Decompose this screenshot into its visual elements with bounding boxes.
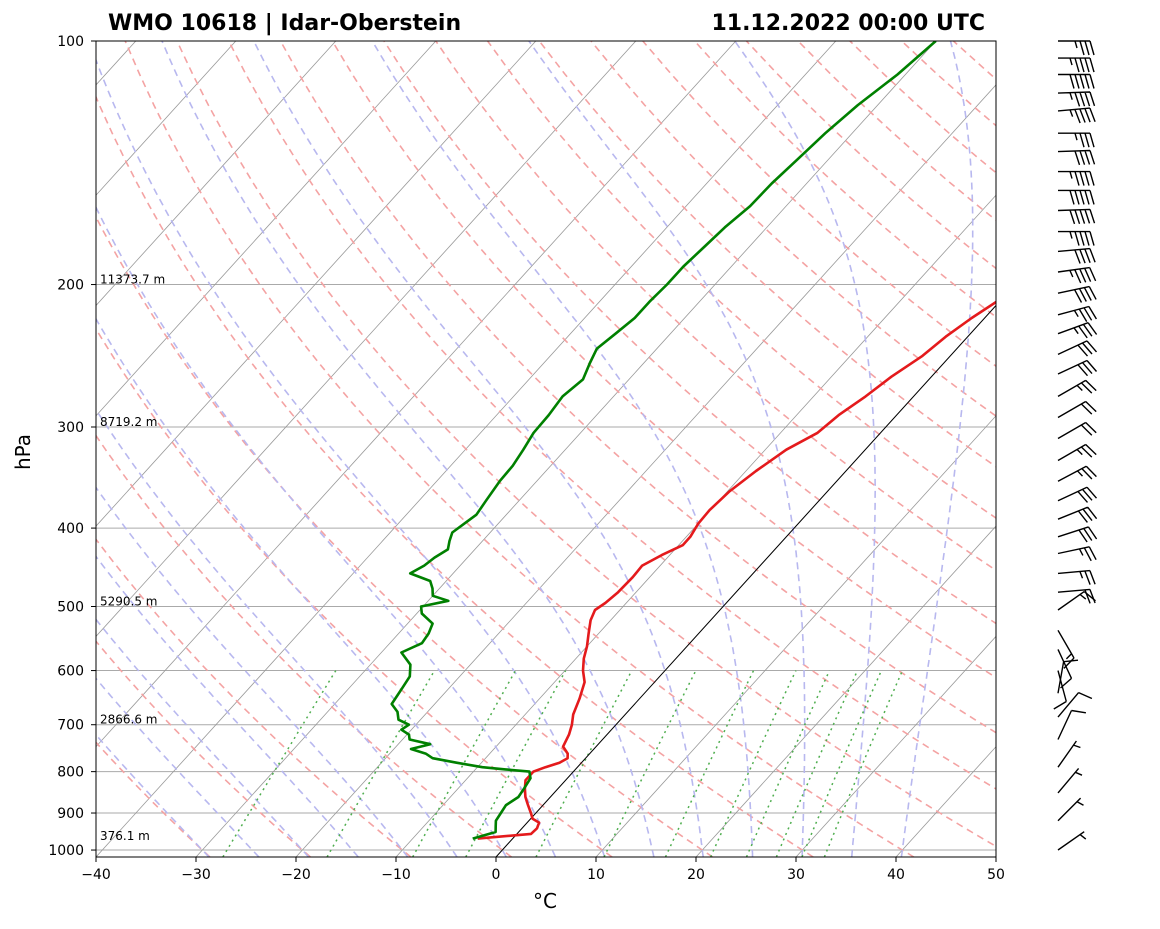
x-tick-label: 40	[887, 867, 905, 883]
y-tick-label: 1000	[48, 843, 84, 859]
x-tick-label: −20	[281, 867, 311, 883]
y-tick-label: 400	[57, 521, 84, 537]
y-tick-label: 300	[57, 420, 84, 436]
height-label: 5290.5 m	[100, 594, 158, 608]
height-label: 8719.2 m	[100, 415, 158, 429]
x-axis-label: °C	[533, 889, 557, 913]
x-tick-label: −10	[381, 867, 411, 883]
y-axis-label: hPa	[11, 434, 35, 470]
chart-title-left: WMO 10618 | Idar-Oberstein	[108, 11, 461, 36]
x-tick-label: 30	[787, 867, 805, 883]
y-tick-label: 200	[57, 278, 84, 294]
x-tick-label: 10	[587, 867, 605, 883]
y-tick-label: 600	[57, 664, 84, 680]
x-tick-label: 20	[687, 867, 705, 883]
y-tick-label: 800	[57, 765, 84, 781]
height-label: 376.1 m	[100, 829, 150, 843]
chart-title-right: 11.12.2022 00:00 UTC	[711, 11, 985, 36]
x-tick-label: 50	[987, 867, 1005, 883]
height-label: 2866.6 m	[100, 713, 158, 727]
y-tick-label: 100	[57, 34, 84, 50]
x-tick-label: −30	[181, 867, 211, 883]
y-tick-label: 700	[57, 718, 84, 734]
x-tick-label: 0	[492, 867, 501, 883]
height-label: 11373.7 m	[100, 273, 165, 287]
x-tick-label: −40	[81, 867, 111, 883]
y-tick-label: 500	[57, 599, 84, 615]
y-tick-label: 900	[57, 806, 84, 822]
